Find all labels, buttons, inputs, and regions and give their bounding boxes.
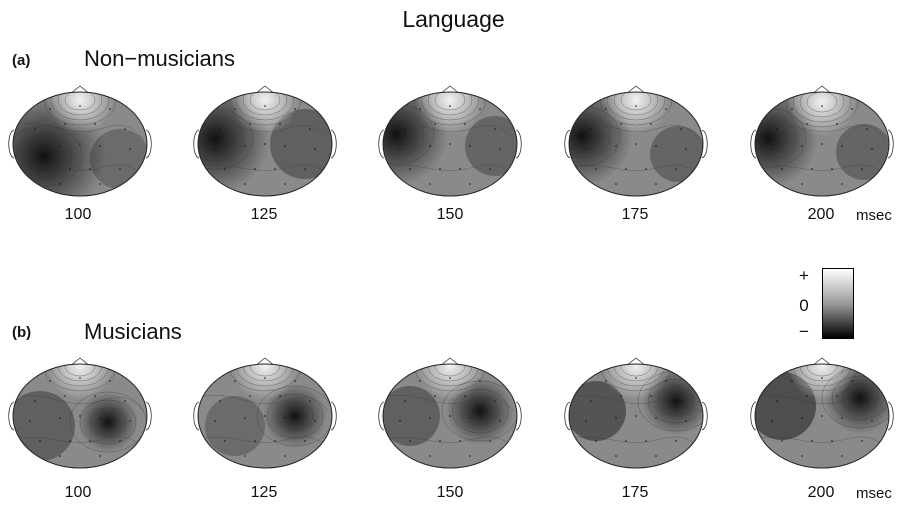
topomap-a-100 — [8, 85, 152, 197]
topomap-b-125 — [193, 357, 337, 469]
topomap-b-150 — [378, 357, 522, 469]
time-label-a-100: 100 — [64, 206, 92, 223]
legend-minus: − — [799, 322, 809, 341]
unit-label-a: msec — [856, 207, 892, 224]
time-label-a-150: 150 — [436, 206, 464, 223]
topomap-b-175 — [564, 357, 708, 469]
topomap-b-200 — [750, 357, 894, 469]
topomap-a-125 — [193, 85, 337, 197]
topomap-a-200 — [750, 85, 894, 197]
panel-b-group-title: Musicians — [84, 319, 182, 344]
time-label-b-100: 100 — [64, 484, 92, 501]
colorbar — [822, 268, 854, 339]
figure-title: Language — [402, 6, 505, 32]
time-label-b-175: 175 — [621, 484, 649, 501]
time-label-a-175: 175 — [621, 206, 649, 223]
time-label-b-150: 150 — [436, 484, 464, 501]
topomap-a-150 — [378, 85, 522, 197]
panel-a-label: (a) — [12, 52, 31, 69]
unit-label-b: msec — [856, 485, 892, 502]
legend-zero: 0 — [799, 296, 809, 315]
time-label-a-200: 200 — [807, 206, 835, 223]
time-label-a-125: 125 — [250, 206, 278, 223]
legend-plus: + — [799, 266, 809, 285]
topomap-b-100 — [8, 357, 152, 469]
time-label-b-125: 125 — [250, 484, 278, 501]
panel-a-group-title: Non−musicians — [84, 46, 236, 71]
topomap-a-175 — [564, 85, 708, 197]
time-label-b-200: 200 — [807, 484, 835, 501]
panel-b-label: (b) — [12, 324, 32, 341]
